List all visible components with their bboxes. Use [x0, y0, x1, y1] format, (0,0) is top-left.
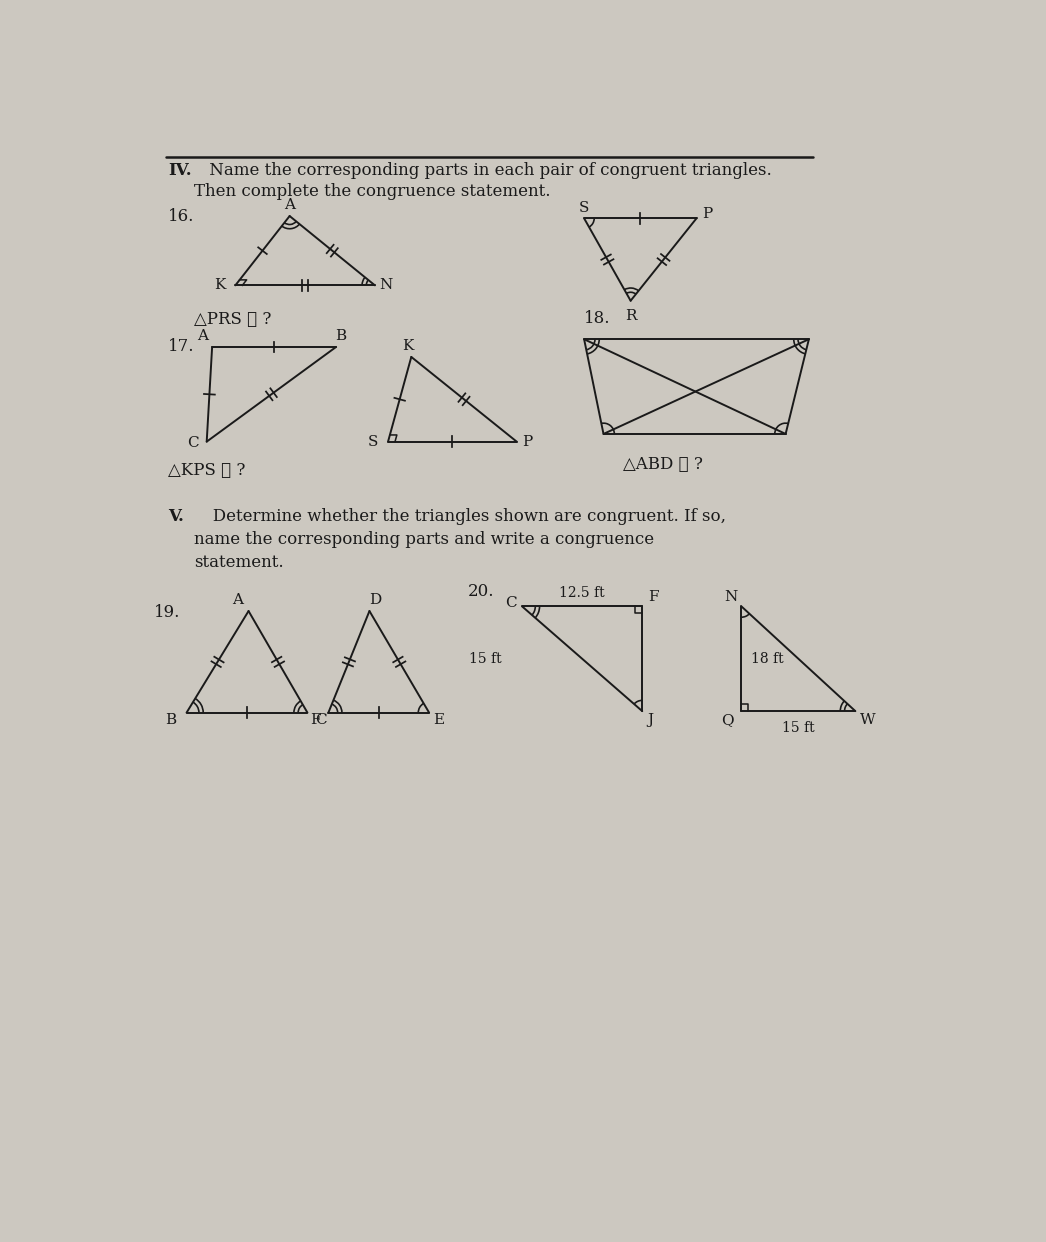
- Text: P: P: [702, 206, 712, 221]
- Text: △ABD ≅ ?: △ABD ≅ ?: [622, 456, 703, 473]
- Text: F: F: [310, 713, 321, 727]
- Text: N: N: [724, 590, 737, 604]
- Text: J: J: [646, 713, 653, 728]
- Text: statement.: statement.: [195, 554, 283, 571]
- Text: name the corresponding parts and write a congruence: name the corresponding parts and write a…: [195, 530, 655, 548]
- Text: V.: V.: [168, 508, 184, 525]
- Text: A: A: [285, 199, 295, 212]
- Text: B: B: [165, 713, 177, 727]
- Text: Q: Q: [721, 713, 734, 727]
- Text: Determine whether the triangles shown are congruent. If so,: Determine whether the triangles shown ar…: [197, 508, 726, 525]
- Text: △PRS ≅ ?: △PRS ≅ ?: [195, 312, 272, 328]
- Text: P: P: [522, 435, 532, 448]
- Text: 12.5 ft: 12.5 ft: [560, 585, 605, 600]
- Text: Then complete the congruence statement.: Then complete the congruence statement.: [195, 183, 551, 200]
- Text: F: F: [649, 590, 659, 604]
- Text: E: E: [433, 713, 445, 727]
- Text: C: C: [187, 436, 199, 450]
- Text: N: N: [379, 278, 392, 292]
- Text: A: A: [198, 329, 208, 343]
- Text: IV.: IV.: [168, 163, 191, 179]
- Text: 18 ft: 18 ft: [751, 652, 783, 666]
- Text: A: A: [232, 594, 244, 607]
- Text: S: S: [367, 435, 378, 448]
- Text: S: S: [578, 200, 589, 215]
- Text: 20.: 20.: [468, 582, 495, 600]
- Text: Name the corresponding parts in each pair of congruent triangles.: Name the corresponding parts in each pai…: [204, 163, 772, 179]
- Text: W: W: [860, 713, 876, 727]
- Text: △KPS ≅ ?: △KPS ≅ ?: [168, 462, 246, 478]
- Text: R: R: [624, 309, 636, 323]
- Text: 15 ft: 15 ft: [469, 652, 501, 666]
- Text: D: D: [369, 594, 382, 607]
- Text: B: B: [335, 329, 346, 343]
- Text: K: K: [214, 278, 226, 292]
- Text: 19.: 19.: [154, 604, 180, 621]
- Text: C: C: [315, 713, 326, 727]
- Text: K: K: [402, 339, 413, 353]
- Text: 16.: 16.: [168, 207, 195, 225]
- Text: 15 ft: 15 ft: [782, 722, 815, 735]
- Text: 18.: 18.: [584, 310, 611, 327]
- Text: 17.: 17.: [168, 338, 195, 355]
- Text: C: C: [505, 596, 517, 610]
